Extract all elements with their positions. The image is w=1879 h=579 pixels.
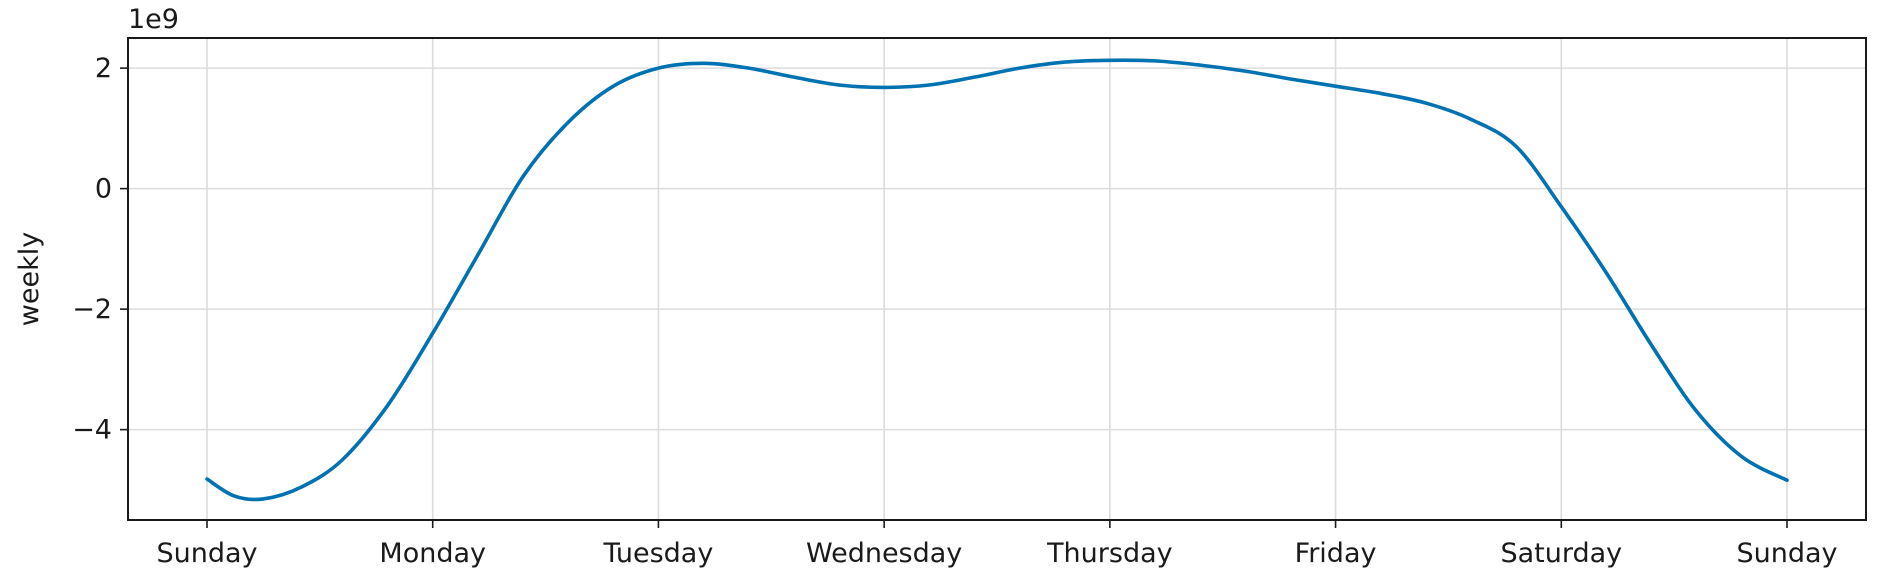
x-tick-label: Sunday (1736, 538, 1837, 569)
x-tick-label: Sunday (156, 538, 257, 569)
x-tick-label: Saturday (1500, 538, 1622, 569)
weekly-series-line (205, 58, 1789, 502)
y-tick-label: 0 (95, 174, 112, 205)
y-tick-label: −4 (72, 415, 112, 446)
x-tick-label: Monday (379, 538, 486, 569)
y-axis-label: weekly (14, 232, 45, 326)
x-tick-label: Tuesday (602, 538, 713, 569)
y-tick-label: 2 (95, 53, 112, 84)
series-layer (205, 58, 1789, 502)
tick-layer: Sunday Monday Tuesday Wednesday Thursday Frid… (72, 53, 1837, 569)
y-tick-label: −2 (72, 294, 112, 325)
plot-frame (127, 37, 1867, 521)
x-tick-label: Friday (1295, 538, 1377, 569)
grid-layer (128, 38, 1866, 520)
x-tick-label: Thursday (1046, 538, 1173, 569)
x-tick-label: Wednesday (806, 538, 962, 569)
y-axis-offset-label: 1e9 (128, 4, 179, 35)
